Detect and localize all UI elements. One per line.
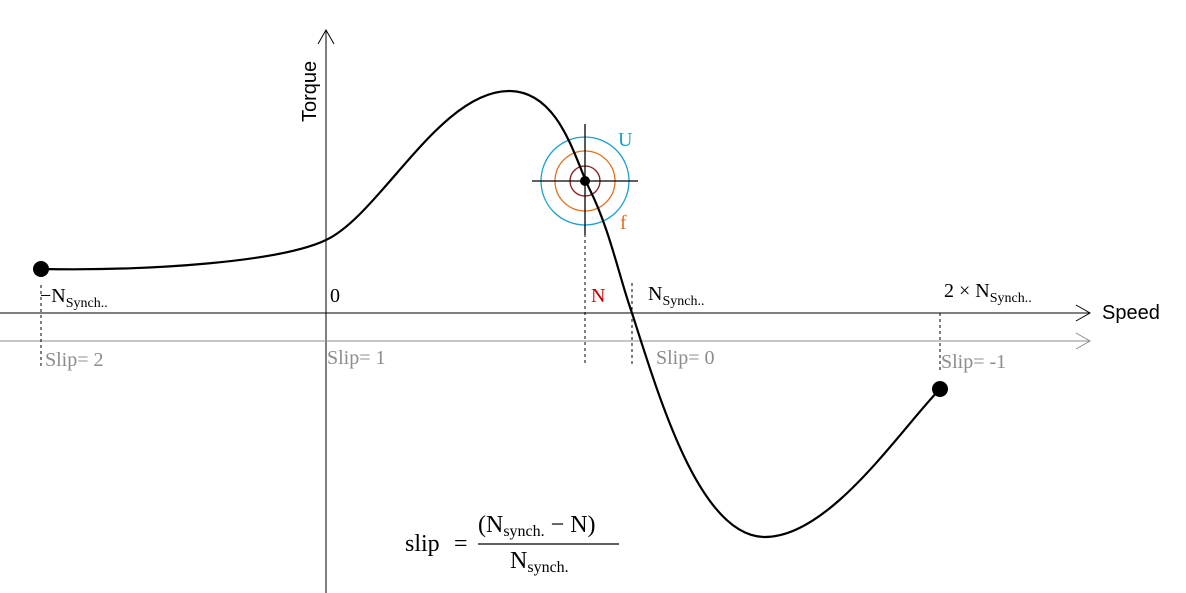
speed-main: N xyxy=(648,283,662,305)
slip-arrow xyxy=(1075,332,1092,350)
u-label: U xyxy=(618,129,633,151)
y-arrow xyxy=(317,28,335,45)
axes xyxy=(0,28,1092,593)
curve-end xyxy=(932,381,948,397)
speed-main: 2 × N xyxy=(944,280,990,302)
x-arrow xyxy=(1075,304,1092,322)
curve-end xyxy=(33,261,49,277)
slip-label: Slip= 0 xyxy=(656,347,715,369)
speed-sub: Synch.. xyxy=(990,291,1032,306)
slip-label: Slip= -1 xyxy=(941,351,1006,373)
formula-lhs: slip xyxy=(405,531,440,557)
num-rest: − N) xyxy=(545,512,596,538)
x-label: Speed xyxy=(1102,302,1160,324)
slip-formula: slip = (Nsynch. − N) Nsynch. xyxy=(405,512,619,576)
dashed-markers xyxy=(40,228,941,370)
slip-label: Slip= 1 xyxy=(327,347,386,369)
num-sub: synch. xyxy=(503,523,544,540)
speed-sub: Synch.. xyxy=(66,296,108,311)
speed-label: 0 xyxy=(330,285,340,307)
num-open: (N xyxy=(478,512,503,538)
operating-dot xyxy=(580,176,590,186)
den-sub: synch. xyxy=(527,559,568,576)
y-label: Torque xyxy=(299,61,321,122)
speed-label: −NSynch.. xyxy=(40,285,108,311)
speed-sub: Synch.. xyxy=(662,294,704,309)
f-label: f xyxy=(620,212,627,234)
speed-label: N xyxy=(591,285,605,307)
speed-label: 2 × NSynch.. xyxy=(944,280,1032,306)
formula-numerator: (Nsynch. − N) xyxy=(478,512,596,540)
den-main: N xyxy=(510,548,527,574)
formula-denominator: Nsynch. xyxy=(510,548,569,576)
speed-label: NSynch.. xyxy=(648,283,704,309)
speed-main: −N xyxy=(40,285,66,307)
slip-axis xyxy=(0,332,1092,350)
slip-label: Slip= 2 xyxy=(45,349,104,371)
torque-curve xyxy=(40,89,941,539)
formula-eq: = xyxy=(454,531,468,557)
